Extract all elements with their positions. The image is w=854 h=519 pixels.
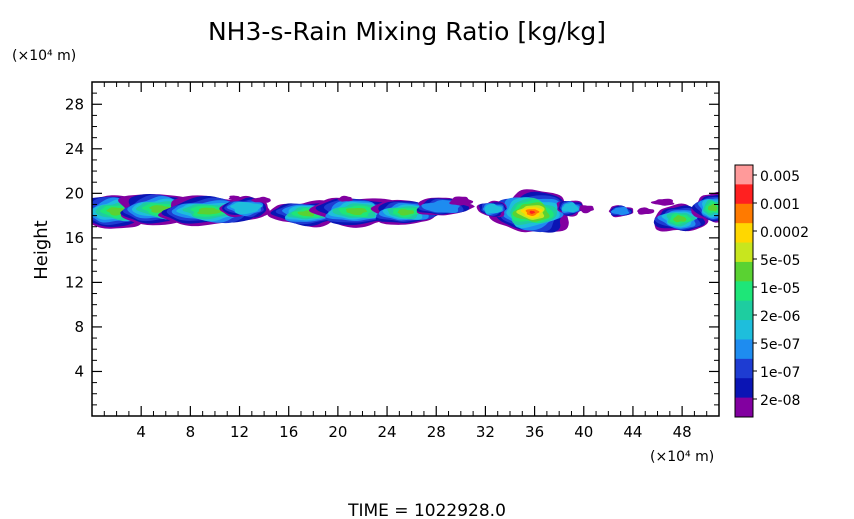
x-tick-label: 12: [230, 423, 249, 441]
x-tick-label: 20: [328, 423, 347, 441]
colorbar-swatch: [735, 397, 753, 418]
colorbar-swatch: [735, 203, 753, 224]
contour-right: [707, 203, 718, 212]
contour-left: [251, 196, 271, 203]
contour-core: [561, 202, 579, 213]
contour-left: [197, 207, 223, 215]
colorbar: 0.005 0.001 0.0002 5e-05 1e-05 2e-06 5e-07 1e-0…: [734, 164, 809, 418]
y-tick-label: 24: [65, 140, 84, 158]
x-unit-label: (×10⁴ m): [650, 449, 714, 465]
colorbar-label: 1e-07: [760, 365, 800, 381]
x-tick-label: 24: [378, 423, 397, 441]
contour-right: [650, 198, 675, 206]
x-tick-label: 48: [673, 423, 692, 441]
y-tick-label: 4: [74, 362, 84, 380]
y-tick-label: 28: [65, 95, 84, 113]
x-tick-label: 8: [186, 423, 196, 441]
contour-center: [345, 207, 368, 216]
contour-left: [228, 195, 242, 201]
contour-center: [397, 209, 415, 216]
contour-core: [484, 203, 503, 214]
contour-right: [610, 206, 630, 216]
y-axis-label: Height: [31, 220, 52, 280]
y-tick-label: 8: [74, 318, 84, 336]
y-tick-label: 12: [65, 273, 84, 291]
colorbar-swatch: [735, 165, 753, 185]
contour-center: [449, 196, 474, 206]
colorbar-label: 0.001: [760, 197, 800, 213]
colorbar-label: 5e-07: [760, 337, 800, 353]
x-tick-label: 40: [574, 423, 593, 441]
y-tick-label: 20: [65, 184, 84, 202]
x-tick-label: 44: [623, 423, 642, 441]
y-tick-label: 16: [65, 229, 84, 247]
colorbar-label: 5e-05: [760, 253, 800, 269]
time-label: TIME = 1022928.0: [347, 501, 506, 519]
colorbar-swatch: [735, 320, 753, 340]
colorbar-swatch: [735, 261, 753, 282]
contour-center: [337, 195, 354, 202]
colorbar-swatch: [735, 223, 753, 243]
colorbar-label: 0.0002: [760, 225, 809, 241]
y-unit-label: (×10⁴ m): [12, 48, 76, 64]
contour-layer: [92, 189, 719, 233]
contour-right: [637, 207, 655, 215]
colorbar-label: 0.005: [760, 169, 800, 185]
plot-frame: [91, 81, 720, 417]
colorbar-swatch: [735, 300, 753, 321]
colorbar-swatch: [735, 378, 753, 399]
colorbar-swatch: [735, 281, 753, 302]
colorbar-frame: [734, 164, 754, 418]
contour-left: [230, 201, 263, 215]
colorbar-swatch: [735, 358, 753, 379]
x-tick-label: 28: [427, 423, 446, 441]
contour-core: [579, 205, 594, 214]
colorbar-swatch: [735, 184, 753, 205]
contour-core: [529, 210, 536, 214]
x-tick-label: 32: [476, 423, 495, 441]
chart-title: NH3-s-Rain Mixing Ratio [kg/kg]: [208, 17, 606, 46]
colorbar-label: 2e-08: [760, 393, 800, 409]
x-tick-label: 16: [279, 423, 298, 441]
colorbar-swatch: [735, 339, 753, 360]
x-tick-label: 36: [525, 423, 544, 441]
colorbar-label: 2e-06: [760, 309, 800, 325]
colorbar-label: 1e-05: [760, 281, 800, 297]
colorbar-swatch: [735, 242, 753, 263]
contour-right: [673, 215, 687, 223]
x-tick-label: 4: [136, 423, 146, 441]
